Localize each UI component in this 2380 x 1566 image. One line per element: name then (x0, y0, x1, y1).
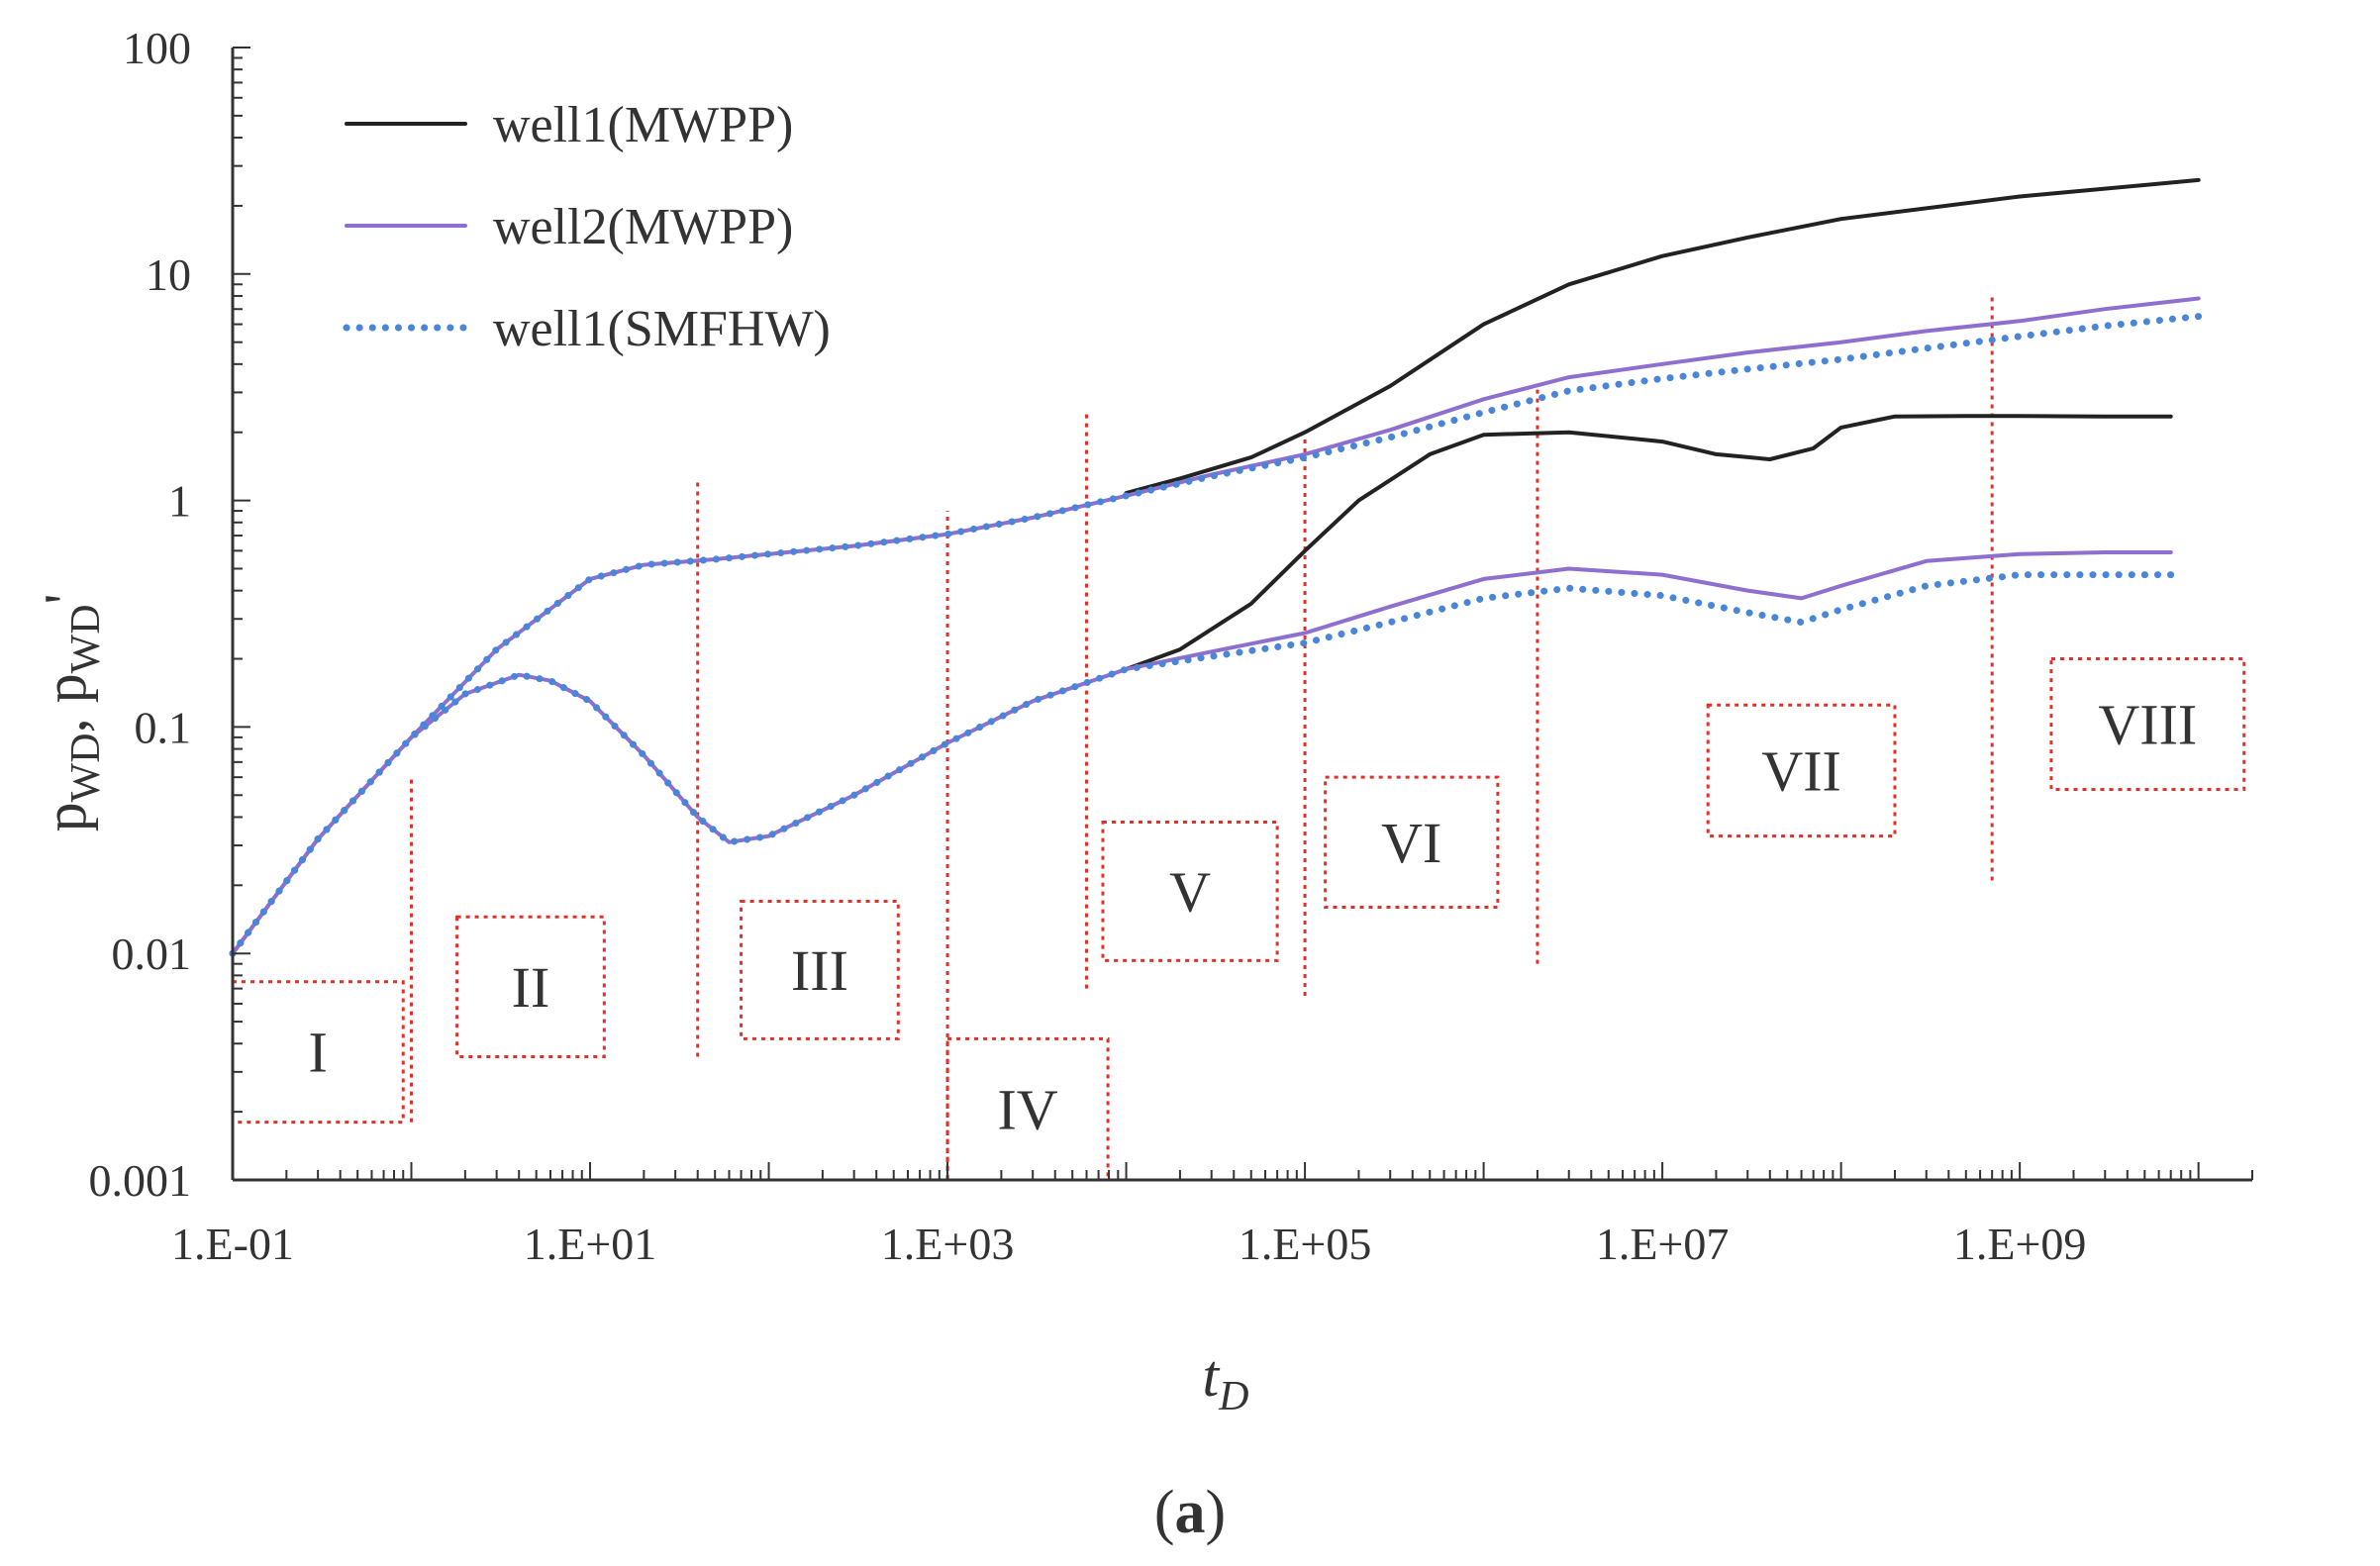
region-boundaries (410, 295, 1994, 1180)
region-box-VII (1706, 703, 1897, 838)
y-tick-label: 10 (146, 249, 191, 300)
region-box-III (740, 899, 900, 1040)
region-label-I: I (308, 1021, 327, 1085)
legend: well1(MWPP) well2(MWPP) well1(SMFHW) (343, 97, 831, 357)
y-axis-title-sub1: WD (63, 733, 109, 802)
figure-caption-letter: a (1175, 1479, 1206, 1546)
region-label-VIII: VIII (2098, 693, 2197, 757)
legend-label-1: well1(MWPP) (493, 97, 793, 153)
region-label-III: III (791, 938, 848, 1003)
series-lines (229, 177, 2203, 957)
region-box-V (1101, 821, 1279, 962)
x-tick-label: 1.E+03 (881, 1219, 1015, 1269)
x-tick-label: 1.E+09 (1953, 1219, 2087, 1269)
region-label-VII: VII (1761, 738, 1841, 803)
region-box-I (231, 980, 405, 1125)
region-box-IV (945, 1036, 1110, 1182)
y-tick-label: 100 (123, 23, 191, 73)
y-axis-title-sub2: WD (63, 604, 109, 673)
legend-label-3: well1(SMFHW) (493, 301, 831, 357)
x-tick-label: 1.E+07 (1596, 1219, 1730, 1269)
region-label-IV: IV (997, 1078, 1057, 1142)
y-axis-title-prime: ' (33, 594, 98, 605)
legend-label-2: well2(MWPP) (493, 199, 793, 255)
series-line-4 (1124, 414, 2173, 671)
x-axis-title: tD (1202, 1343, 1248, 1419)
y-tick-label: 0.001 (89, 1155, 192, 1206)
region-box-II (455, 915, 606, 1059)
region-box-VIII (2049, 657, 2246, 791)
x-tick-labels: 1.E-01 1.E+01 1.E+03 1.E+05 1.E+07 1.E+09 (171, 1219, 2086, 1269)
series-line-1 (1124, 177, 2201, 495)
region-label-V: V (1169, 859, 1211, 924)
x-tick-label: 1.E+01 (524, 1219, 657, 1269)
series-line-2 (231, 296, 2201, 956)
y-tick-label: 0.1 (135, 702, 192, 752)
region-label-II: II (512, 955, 550, 1020)
x-axis-title-main: t (1202, 1343, 1220, 1409)
y-tick-label: 1 (168, 476, 191, 527)
series-line-3 (229, 313, 2203, 957)
x-tick-label: 1.E+05 (1239, 1219, 1372, 1269)
x-tick-label: 1.E-01 (171, 1219, 294, 1269)
y-tick-label: 0.01 (112, 929, 192, 979)
figure-caption: (a) (1154, 1479, 1226, 1546)
y-axis-title-p2: , p (33, 673, 98, 733)
region-label-VI: VI (1381, 811, 1441, 875)
x-axis-title-sub: D (1218, 1374, 1248, 1419)
series-line-5 (231, 550, 2173, 956)
y-tick-labels: 0.001 0.01 0.1 1 10 100 (89, 23, 192, 1206)
y-axis-title: pWD, pWD' (33, 594, 109, 832)
axes (231, 47, 2253, 1182)
y-axis-title-p1: p (33, 802, 98, 832)
